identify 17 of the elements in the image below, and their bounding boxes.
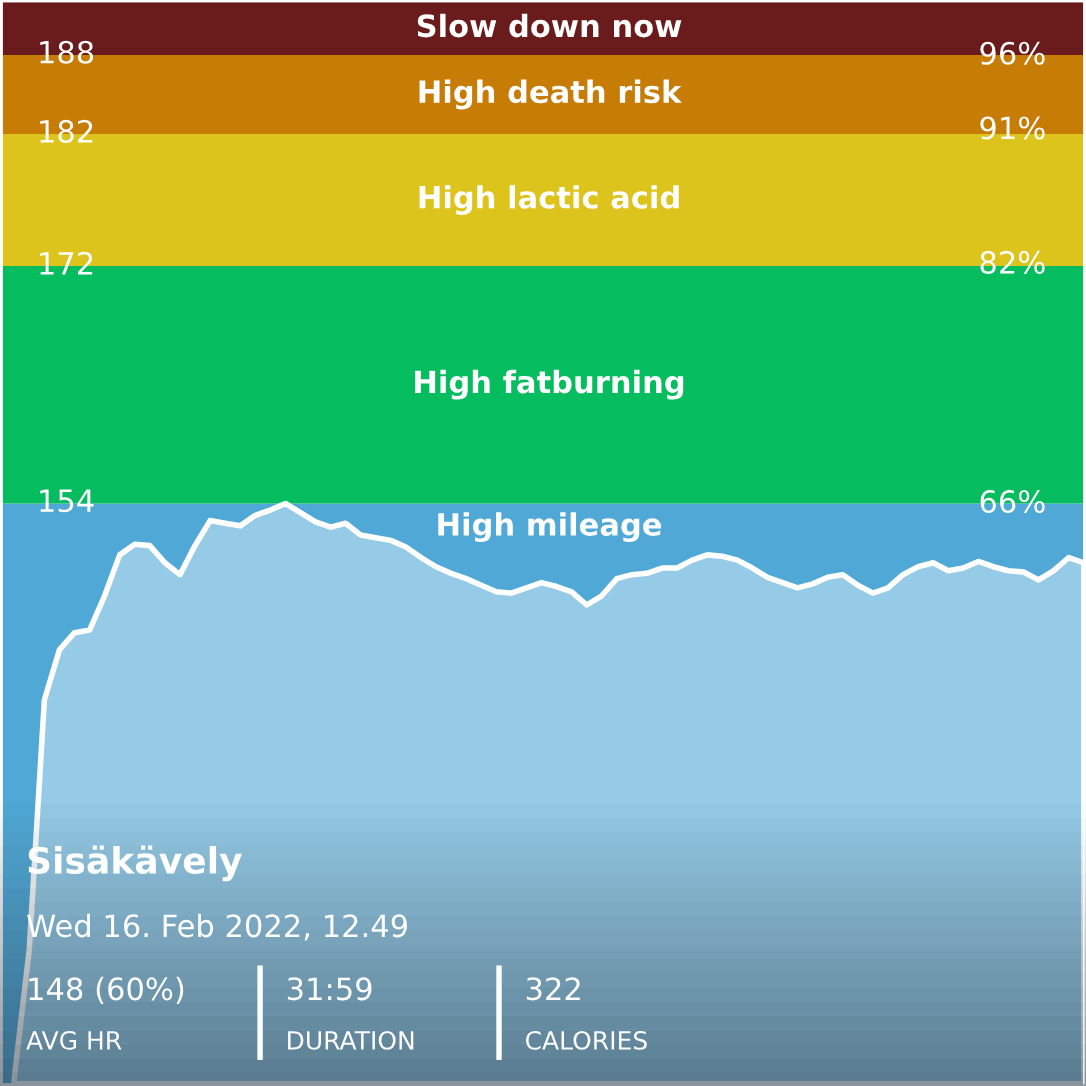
annotation: 322 — [526, 977, 580, 1001]
band-label: High death risk — [419, 79, 682, 110]
y-tick-label: 154 — [40, 489, 94, 513]
band-label: Slow down now — [417, 13, 682, 38]
annotation: DURATION — [288, 1030, 414, 1050]
y2-tick-label: 96% — [980, 41, 1045, 65]
annotation: 31:59 — [287, 977, 372, 1001]
annotation: CALORIES — [525, 1030, 647, 1050]
y-tick-label: 182 — [40, 119, 93, 143]
y-tick-label: 188 — [40, 40, 94, 64]
band-label: High fatburning — [415, 369, 684, 400]
y2-tick-label: 91% — [980, 116, 1045, 140]
y2-tick-label: 66% — [980, 489, 1045, 514]
annotation: AVG HR — [26, 1030, 122, 1050]
band-label: High lactic acid — [419, 185, 679, 215]
band-label: High mileage — [438, 512, 662, 543]
annotation: 148 (60%) — [29, 976, 184, 1004]
